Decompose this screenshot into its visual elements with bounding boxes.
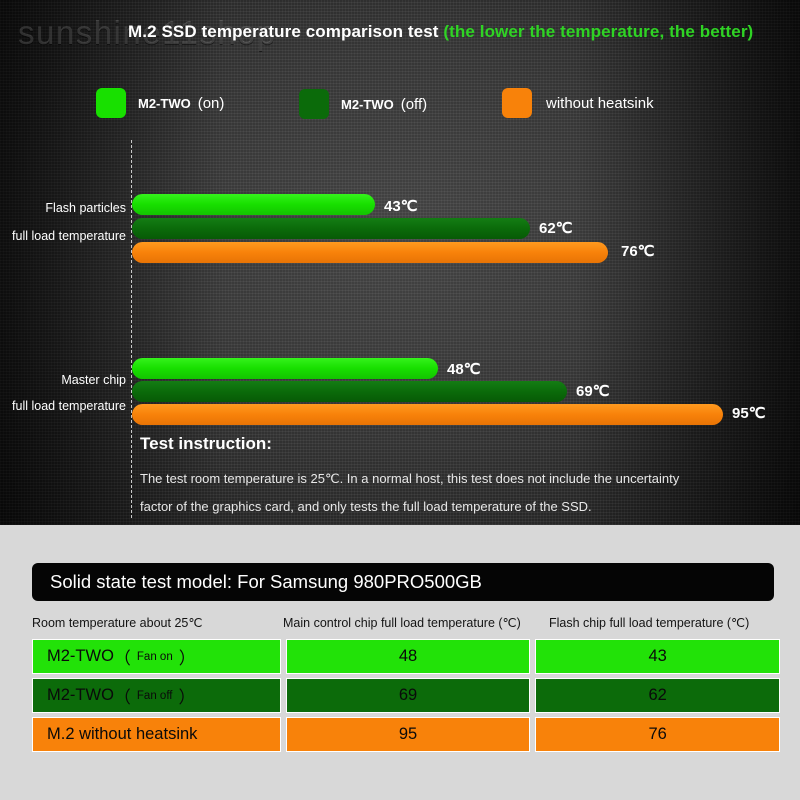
- legend-text: M2-TWO: [138, 95, 191, 111]
- bar-flash-m2two-on: [132, 194, 375, 215]
- table-cell-config: M.2 without heatsink: [32, 717, 281, 752]
- bar-master-without-heatsink: [132, 404, 723, 425]
- legend-label-without-heatsink: without heatsink: [546, 94, 654, 112]
- table-header-room-temperature: Room temperature about 25℃: [32, 616, 203, 630]
- test-instruction-line-1: The test room temperature is 25℃. In a n…: [140, 471, 680, 486]
- table-cell-config: M2-TWO （ Fan on ）: [32, 639, 281, 674]
- table-cell-config: M2-TWO （ Fan off ）: [32, 678, 281, 713]
- summary-table-panel: Solid state test model: For Samsung 980P…: [0, 525, 800, 800]
- legend-item-m2two-off: M2-TWO (off): [299, 89, 427, 119]
- table-cell-main-chip: 95: [285, 717, 531, 752]
- table-cell-main-chip-value: 95: [398, 725, 418, 743]
- table-cell-flash-chip-value: 62: [648, 686, 667, 704]
- legend-item-without-heatsink: without heatsink: [502, 88, 654, 118]
- chart-title-hint: (the lower the temperature, the better): [443, 22, 754, 41]
- chart-panel: sunshine11shop M.2 SSD temperature compa…: [0, 0, 800, 525]
- bar-master-m2two-on: [132, 358, 438, 379]
- summary-table: Room temperature about 25℃ Main control …: [32, 615, 780, 756]
- chart-bars-area: Flash particles full load temperature 43…: [12, 194, 766, 425]
- legend-suffix: (off): [400, 95, 428, 113]
- table-cell-paren-open: （: [113, 688, 131, 707]
- table-cell-flash-chip: 43: [535, 639, 780, 674]
- table-cell-paren-close: ）: [178, 688, 196, 707]
- category-label-master-chip-line1: Master chip: [61, 373, 126, 387]
- legend-swatch-orange: [502, 88, 532, 118]
- legend-suffix: (on): [197, 94, 225, 112]
- bar-flash-without-heatsink: [132, 242, 608, 263]
- test-instruction-title: Test instruction:: [140, 434, 272, 453]
- table-cell-paren-open: （: [113, 649, 131, 668]
- category-label-flash-particles-line1: Flash particles: [45, 201, 126, 215]
- bar-value-flash-m2two-off: 62℃: [539, 220, 573, 237]
- table-cell-fan-state: Fan off: [136, 689, 173, 702]
- legend-label-m2two-on: M2-TWO (on): [138, 95, 224, 112]
- bar-value-master-without-heatsink: 95℃: [732, 405, 766, 422]
- test-model-banner: Solid state test model: For Samsung 980P…: [32, 563, 774, 601]
- table-row: M2-TWO （ Fan off ） 69 62: [32, 678, 780, 713]
- table-header-row: Room temperature about 25℃ Main control …: [32, 615, 780, 639]
- table-cell-flash-chip-value: 43: [648, 647, 667, 665]
- chart-title: M.2 SSD temperature comparison test (the…: [128, 22, 753, 42]
- legend-item-m2two-on: M2-TWO (on): [96, 88, 224, 118]
- legend-swatch-dark-green: [299, 89, 329, 119]
- chart-legend: M2-TWO (on) M2-TWO (off) without heatsink: [96, 88, 756, 130]
- table-row: M.2 without heatsink 95 76: [32, 717, 780, 752]
- table-cell-paren-close: ）: [178, 649, 196, 668]
- chart-baseline-axis: [131, 140, 132, 518]
- table-cell-config-name: M.2 without heatsink: [47, 725, 198, 743]
- chart-title-main: M.2 SSD temperature comparison test: [128, 22, 444, 41]
- category-label-master-chip-line2: full load temperature: [12, 399, 126, 413]
- bar-flash-m2two-off: [132, 218, 530, 239]
- legend-label-m2two-off: M2-TWO (off): [341, 96, 427, 113]
- test-instruction-block: Test instruction: The test room temperat…: [140, 434, 760, 521]
- table-cell-flash-chip: 62: [535, 678, 780, 713]
- table-cell-flash-chip: 76: [535, 717, 780, 752]
- table-cell-main-chip: 48: [285, 639, 531, 674]
- table-cell-config-name: M2-TWO: [47, 647, 114, 665]
- category-label-flash-particles-line2: full load temperature: [12, 229, 126, 243]
- test-model-banner-text: Solid state test model: For Samsung 980P…: [50, 571, 482, 592]
- table-cell-flash-chip-value: 76: [648, 725, 667, 743]
- bar-value-flash-m2two-on: 43℃: [384, 198, 418, 215]
- bar-master-m2two-off: [132, 381, 567, 402]
- table-cell-fan-state: Fan on: [136, 650, 173, 663]
- table-cell-main-chip-value: 48: [398, 647, 418, 665]
- table-header-flash-chip: Flash chip full load temperature (℃): [549, 616, 750, 630]
- bar-value-master-m2two-on: 48℃: [447, 361, 481, 378]
- table-row: M2-TWO （ Fan on ） 48 43: [32, 639, 780, 674]
- bar-value-flash-without-heatsink: 76℃: [621, 243, 655, 260]
- bar-value-master-m2two-off: 69℃: [576, 383, 610, 400]
- legend-text: M2-TWO: [341, 96, 394, 112]
- table-cell-main-chip: 69: [285, 678, 531, 713]
- test-instruction-line-2: factor of the graphics card, and only te…: [140, 499, 592, 514]
- table-cell-main-chip-value: 69: [398, 686, 418, 704]
- table-header-main-control-chip: Main control chip full load temperature …: [283, 616, 521, 630]
- table-cell-config-name: M2-TWO: [47, 686, 114, 704]
- legend-swatch-green: [96, 88, 126, 118]
